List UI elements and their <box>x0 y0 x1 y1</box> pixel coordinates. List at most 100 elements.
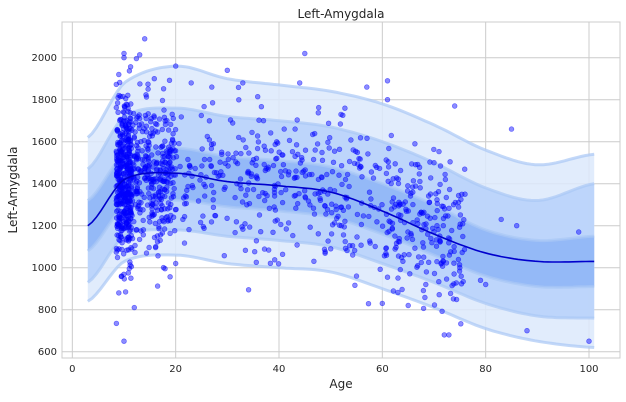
data-point <box>278 189 284 196</box>
data-point <box>436 292 442 298</box>
data-point <box>275 261 282 267</box>
data-point <box>212 212 218 219</box>
data-point <box>244 187 251 193</box>
data-point <box>248 171 255 177</box>
plot-frame <box>61 21 621 359</box>
data-point <box>122 95 129 102</box>
data-point <box>131 162 137 168</box>
data-point <box>264 193 270 199</box>
data-point <box>140 232 147 238</box>
chart-title: Left-Amygdala <box>298 7 385 21</box>
data-point <box>291 193 297 199</box>
data-point <box>159 126 166 133</box>
data-point <box>414 217 420 223</box>
data-point <box>317 197 324 204</box>
data-point <box>164 184 170 190</box>
data-point <box>278 168 284 175</box>
data-point <box>295 200 301 207</box>
data-point <box>365 151 371 157</box>
data-point <box>133 55 140 62</box>
data-point <box>433 191 439 197</box>
data-point <box>349 243 356 249</box>
data-point <box>122 194 128 201</box>
data-point <box>295 151 301 158</box>
data-point <box>152 128 159 134</box>
data-point <box>367 238 373 244</box>
data-point <box>114 157 121 164</box>
data-point <box>389 220 396 227</box>
data-point <box>420 240 426 246</box>
data-point <box>329 210 335 216</box>
data-point <box>244 170 251 176</box>
data-point <box>281 126 287 132</box>
data-point <box>296 191 302 197</box>
data-point <box>162 138 168 144</box>
data-point <box>128 275 134 281</box>
data-point <box>121 54 127 61</box>
data-point <box>367 240 373 246</box>
data-point <box>354 234 360 240</box>
data-point <box>118 215 124 221</box>
data-point <box>446 252 453 258</box>
data-point <box>322 249 328 255</box>
data-point <box>354 149 361 156</box>
data-point <box>384 274 391 280</box>
data-point <box>258 229 264 235</box>
data-point <box>236 97 242 103</box>
data-point <box>250 157 257 163</box>
data-point <box>290 232 296 239</box>
data-point <box>221 253 228 259</box>
data-point <box>122 118 128 124</box>
data-point <box>302 50 308 57</box>
data-point <box>122 161 128 167</box>
data-point <box>120 109 127 115</box>
data-point <box>440 203 446 210</box>
data-point <box>586 338 592 344</box>
data-point <box>215 173 221 180</box>
data-point <box>192 165 198 172</box>
data-point <box>177 163 183 170</box>
data-point <box>122 289 129 295</box>
data-point <box>372 243 378 250</box>
data-point <box>440 253 446 260</box>
data-point <box>331 220 338 226</box>
data-point <box>319 157 326 164</box>
data-point <box>328 246 334 252</box>
data-point <box>253 238 260 244</box>
data-point <box>140 217 146 224</box>
data-point <box>151 114 157 120</box>
data-point <box>117 116 124 123</box>
data-point <box>348 137 354 143</box>
data-point <box>166 77 173 84</box>
y-tick-label: 2000 <box>32 53 57 64</box>
data-point <box>233 150 239 156</box>
data-point <box>152 194 159 200</box>
data-point <box>417 178 423 185</box>
data-point <box>265 164 271 170</box>
data-point <box>427 215 433 221</box>
data-point <box>405 302 411 309</box>
data-point <box>283 187 289 193</box>
data-point <box>347 243 353 249</box>
data-point <box>374 219 380 225</box>
data-point <box>254 145 261 152</box>
data-point <box>210 204 217 211</box>
data-point <box>396 239 403 245</box>
data-point <box>393 240 400 247</box>
data-point <box>292 126 298 132</box>
data-point <box>170 115 177 122</box>
data-point <box>119 189 126 195</box>
data-point <box>324 171 330 178</box>
data-point <box>128 115 134 122</box>
data-point <box>440 223 446 229</box>
data-point <box>117 208 124 215</box>
data-point <box>222 160 228 167</box>
x-tick-label: 100 <box>579 364 598 375</box>
data-point <box>294 117 300 123</box>
data-point <box>439 308 445 314</box>
data-point <box>390 195 397 201</box>
data-point <box>360 213 367 219</box>
data-point <box>208 182 215 189</box>
data-point <box>302 194 308 200</box>
data-point <box>159 97 166 104</box>
